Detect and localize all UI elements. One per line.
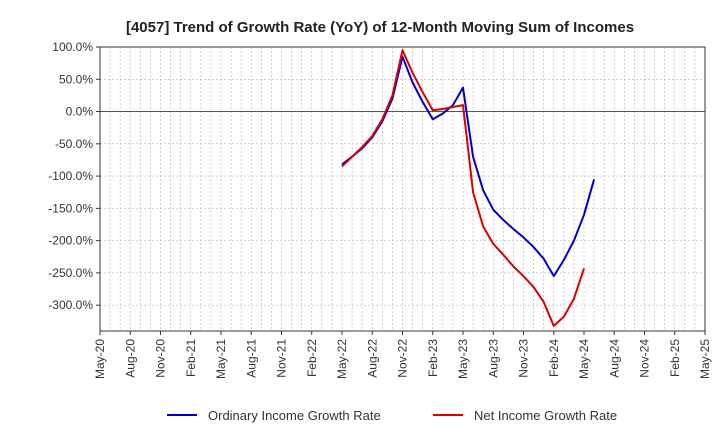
x-tick-label: Feb-22 <box>305 339 319 377</box>
x-tick-label: May-21 <box>214 339 228 379</box>
chart-title: [4057] Trend of Growth Rate (YoY) of 12-… <box>126 19 634 36</box>
x-tick-label: Aug-23 <box>486 339 500 378</box>
x-tick-label: May-22 <box>335 339 349 379</box>
legend-label: Ordinary Income Growth Rate <box>208 408 381 423</box>
x-tick-label: May-25 <box>698 339 712 379</box>
x-tick-label: Feb-25 <box>668 339 682 377</box>
x-tick-label: Feb-24 <box>547 339 561 377</box>
legend-label: Net Income Growth Rate <box>474 408 617 423</box>
x-tick-label: Nov-22 <box>396 339 410 378</box>
y-tick-label: -100.0% <box>48 169 93 183</box>
x-tick-label: Aug-20 <box>123 339 137 378</box>
gridlines <box>99 46 706 331</box>
y-tick-label: -50.0% <box>55 137 93 151</box>
legend: Ordinary Income Growth Rate Net Income Gr… <box>167 408 617 423</box>
x-tick-label: May-20 <box>93 339 107 379</box>
x-tick-label: Aug-22 <box>365 339 379 378</box>
y-tick-label: -250.0% <box>48 266 93 280</box>
series-line-0 <box>341 55 596 278</box>
x-tick-label: May-24 <box>577 339 591 379</box>
x-tick-label: May-23 <box>456 339 470 379</box>
x-tick-label: Nov-24 <box>638 339 652 378</box>
x-tick-label: Nov-21 <box>275 339 289 378</box>
y-tick-label: -200.0% <box>48 234 93 248</box>
x-tick-label: Nov-20 <box>154 339 168 378</box>
x-tick-label: Feb-21 <box>184 339 198 377</box>
y-tick-label: 50.0% <box>59 72 93 86</box>
x-tick-label: Aug-24 <box>607 339 621 378</box>
y-tick-label: 100.0% <box>52 40 93 54</box>
y-tick-label: -300.0% <box>48 298 93 312</box>
y-tick-label: 0.0% <box>66 105 94 119</box>
x-tick-label: Feb-23 <box>426 339 440 377</box>
axes: 100.0% 50.0% 0.0% -50.0% -100.0% -150.0% -200.… <box>48 40 712 379</box>
x-tick-label: Aug-21 <box>244 339 258 378</box>
series-lines <box>341 49 596 327</box>
series-line-1 <box>341 49 585 327</box>
y-tick-label: -150.0% <box>48 201 93 215</box>
x-tick-label: Nov-23 <box>517 339 531 378</box>
